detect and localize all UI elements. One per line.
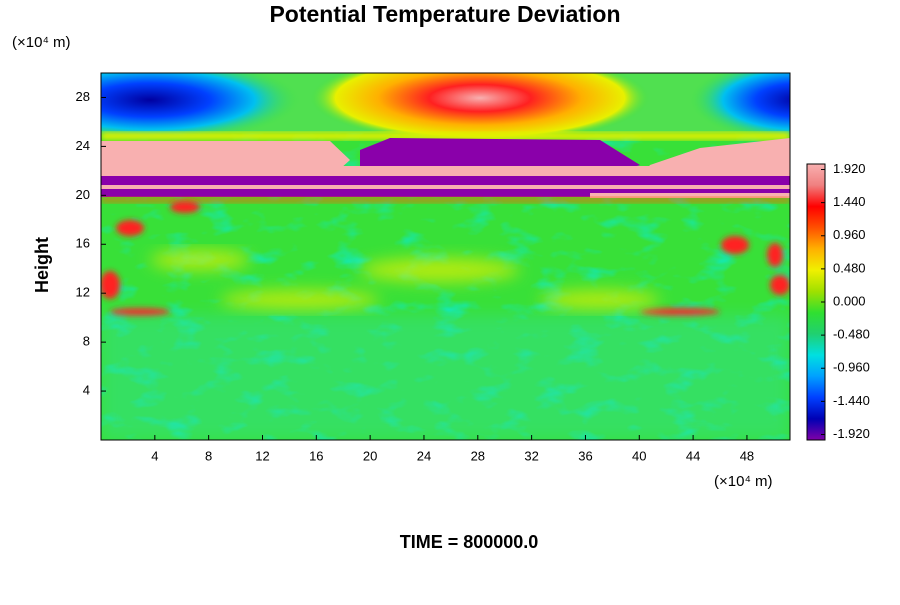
x-tick-label: 24 bbox=[417, 448, 431, 463]
x-tick-label: 48 bbox=[740, 448, 754, 463]
colorbar-tick-label: 1.920 bbox=[833, 161, 866, 176]
colorbar-tick-label: 1.440 bbox=[833, 194, 866, 209]
y-tick-label: 28 bbox=[76, 89, 90, 104]
plot-frame bbox=[100, 72, 791, 441]
x-tick-label: 32 bbox=[524, 448, 538, 463]
colorbar-tick-label: -0.480 bbox=[833, 327, 870, 342]
colorbar-tick-label: -1.440 bbox=[833, 393, 870, 408]
x-tick-label: 4 bbox=[151, 448, 158, 463]
colorbar-tick-label: -0.960 bbox=[833, 360, 870, 375]
y-tick-label: 24 bbox=[76, 138, 90, 153]
x-tick-label: 20 bbox=[363, 448, 377, 463]
y-axis-label: Height bbox=[32, 237, 52, 293]
x-tick-label: 12 bbox=[255, 448, 269, 463]
colorbar-tick-label: -1.920 bbox=[833, 426, 870, 441]
colorbar-tick-label: 0.960 bbox=[833, 227, 866, 242]
x-tick-label: 44 bbox=[686, 448, 700, 463]
y-unit: (×10⁴ m) bbox=[12, 34, 71, 51]
colorbar-tick-label: 0.480 bbox=[833, 260, 866, 275]
colorbar-tick-label: 0.000 bbox=[833, 293, 866, 308]
x-tick-label: 16 bbox=[309, 448, 323, 463]
y-tick-label: 16 bbox=[76, 236, 90, 251]
y-tick-label: 20 bbox=[76, 187, 90, 202]
x-tick-label: 28 bbox=[471, 448, 485, 463]
x-tick-label: 40 bbox=[632, 448, 646, 463]
footer: TIME = 800000.0 bbox=[400, 532, 539, 552]
y-tick-label: 4 bbox=[83, 383, 90, 398]
x-tick-label: 36 bbox=[578, 448, 592, 463]
y-tick-label: 8 bbox=[83, 334, 90, 349]
field bbox=[101, 73, 790, 440]
y-tick-label: 12 bbox=[76, 285, 90, 300]
chart-title: Potential Temperature Deviation bbox=[269, 1, 620, 27]
x-unit: (×10⁴ m) bbox=[714, 473, 773, 490]
x-tick-label: 8 bbox=[205, 448, 212, 463]
